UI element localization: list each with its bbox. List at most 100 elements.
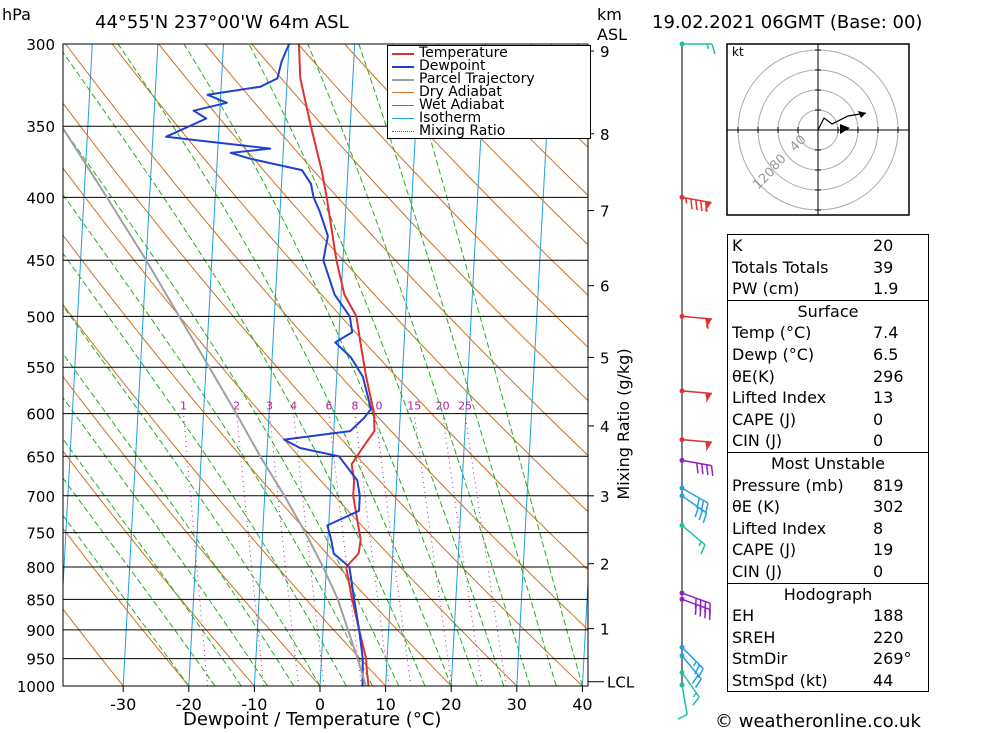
index-key: θE(K) xyxy=(732,366,775,386)
x-tick-label: 0 xyxy=(315,695,325,714)
isotherm-lines xyxy=(63,44,588,686)
wind-barb-half-flag xyxy=(705,441,708,447)
pressure-tick-label: 600 xyxy=(26,406,55,424)
surface-title: Surface xyxy=(797,301,859,321)
wind-barb xyxy=(679,437,712,452)
legend-item-temperature: Temperature xyxy=(388,46,588,60)
x-tick-label: -10 xyxy=(241,695,267,714)
wind-barb-staff xyxy=(681,390,712,395)
km-tick-label: 3 xyxy=(600,488,610,506)
index-key: Lifted Index xyxy=(732,518,827,538)
mixing-ratio-label: 15 xyxy=(407,400,421,413)
index-key: EH xyxy=(732,606,755,626)
km-tick-label: 1 xyxy=(600,621,610,639)
legend-item-dewpoint: Dewpoint xyxy=(388,58,588,74)
mixing-ratio-line xyxy=(293,413,325,686)
wet-adiabat-line xyxy=(63,193,373,686)
wet-adiabat-line xyxy=(63,127,400,686)
wind-barb-half-flag xyxy=(698,541,702,547)
index-value: 269° xyxy=(873,649,912,669)
index-key: PW (cm) xyxy=(732,279,800,299)
wind-barb-flag xyxy=(700,544,706,555)
pressure-tick-label: 1000 xyxy=(17,678,55,696)
wind-barb-flag xyxy=(705,464,709,476)
pressure-tick-label: 650 xyxy=(26,448,55,466)
legend-item-isotherm: Isotherm xyxy=(388,111,588,125)
hodograph-title: Hodograph xyxy=(783,584,873,604)
wind-barb xyxy=(679,457,714,477)
hodograph-arrow xyxy=(858,111,866,118)
index-key: θE (K) xyxy=(732,497,780,517)
hodograph-trace xyxy=(817,112,867,131)
wind-barb-flag xyxy=(704,502,709,514)
series-line-parcel-trajectory xyxy=(63,126,367,686)
wind-barb-flag xyxy=(710,465,714,477)
index-value: 7.4 xyxy=(873,323,899,343)
dry-adiabat-line xyxy=(204,44,588,457)
index-row: Temp (°C) 7.4 xyxy=(728,322,928,344)
hpa-unit-label: hPa xyxy=(2,5,31,24)
plot-frame xyxy=(62,43,589,687)
wind-barb-flag xyxy=(691,674,699,685)
isotherm-line xyxy=(122,44,159,686)
section-title-row: Surface xyxy=(728,299,928,323)
index-row: EH 188 xyxy=(728,605,928,627)
wind-barb-column xyxy=(677,41,716,720)
index-key: StmSpd (kt) xyxy=(732,670,828,690)
index-key: Dewp (°C) xyxy=(732,344,815,364)
legend-item-dry-adiabat: Dry Adiabat xyxy=(388,85,588,99)
index-value: 188 xyxy=(873,606,904,626)
km-tick-label: 8 xyxy=(600,126,610,144)
indices-table: K 20 Totals Totals 39 PW (cm) 1.9 Surface T… xyxy=(727,234,929,693)
wet-adiabat-line xyxy=(307,44,531,686)
km-tick-label: 4 xyxy=(600,418,610,436)
x-tick-label: 10 xyxy=(375,695,395,714)
pressure-tick-label: 850 xyxy=(26,591,55,609)
km-unit-label: km xyxy=(597,5,622,24)
index-row: θE (K) 302 xyxy=(728,496,928,518)
lcl-label: LCL xyxy=(607,674,635,692)
index-value: 1.9 xyxy=(873,279,899,299)
series-line-temperature xyxy=(297,44,376,686)
km-asl-label: ASL xyxy=(597,25,628,44)
wind-barb xyxy=(679,485,709,514)
wet-adiabat-line xyxy=(402,44,583,686)
wind-barb-flag xyxy=(702,512,708,524)
wind-barb-half-flag xyxy=(685,198,688,204)
mixing-ratio-label: 2 xyxy=(233,400,240,413)
wind-barb-flag xyxy=(711,43,716,55)
wind-barb xyxy=(679,493,708,524)
index-row: Totals Totals 39 xyxy=(728,257,928,279)
x-tick-label: 30 xyxy=(507,695,527,714)
index-row: SREH 220 xyxy=(728,627,928,649)
pressure-tick-label: 700 xyxy=(26,488,55,506)
index-key: CAPE (J) xyxy=(732,409,797,429)
legend-item-mixing-ratio: Mixing Ratio xyxy=(388,124,588,138)
index-row: Dewp (°C) 6.5 xyxy=(728,344,928,366)
x-tick-label: 40 xyxy=(572,695,592,714)
dry-adiabat-line xyxy=(63,608,124,686)
dry-adiabat-line xyxy=(63,102,583,686)
wind-barb-flag xyxy=(677,713,688,720)
legend-label: Wet Adiabat xyxy=(419,97,505,113)
pressure-tick-label: 900 xyxy=(26,622,55,640)
dry-adiabat-line xyxy=(390,44,588,246)
axis-ticks: 3003504004505005506006507007508008509009… xyxy=(17,36,635,714)
pressure-tick-label: 750 xyxy=(26,525,55,543)
index-value: 13 xyxy=(873,388,894,408)
index-key: SREH xyxy=(732,627,776,647)
km-tick-label: 2 xyxy=(600,556,610,574)
section-title-row: Most Unstable xyxy=(728,451,928,475)
wind-barb xyxy=(679,669,700,706)
wind-barb xyxy=(679,522,706,555)
wind-barb-pennant xyxy=(706,393,712,404)
x-tick-label: -20 xyxy=(176,695,202,714)
right-axis-label: Mixing Ratio (g/kg) xyxy=(614,348,633,500)
index-value: 0 xyxy=(873,561,884,581)
index-key: Lifted Index xyxy=(732,388,827,408)
legend-label: Dewpoint xyxy=(419,58,486,74)
index-value: 39 xyxy=(873,257,894,277)
index-key: CIN (J) xyxy=(732,561,783,581)
wet-adiabat-line xyxy=(63,252,347,686)
